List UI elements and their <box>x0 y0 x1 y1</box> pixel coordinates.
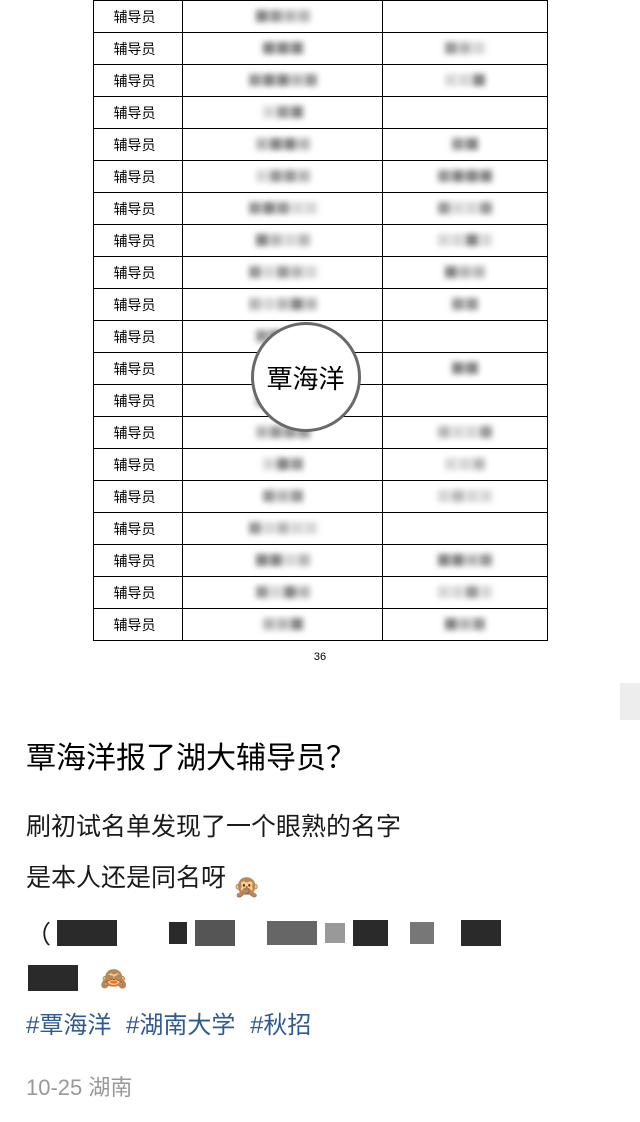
table-row: 辅导员 <box>93 609 547 641</box>
roster-table-container: 辅导员辅导员辅导员辅导员辅导员辅导员辅导员辅导员辅导员辅导员辅导员辅导员辅导员辅… <box>93 0 548 663</box>
name-cell <box>183 577 383 609</box>
table-row: 辅导员 <box>93 289 547 321</box>
extra-cell <box>382 513 547 545</box>
table-row: 辅导员 <box>93 1 547 33</box>
role-cell: 辅导员 <box>93 161 183 193</box>
page-number: 36 <box>93 651 548 663</box>
post-meta: 10-25 湖南 <box>0 1040 640 1122</box>
extra-cell <box>382 545 547 577</box>
extra-cell <box>382 225 547 257</box>
post-body-line1: 刷初试名单发现了一个眼熟的名字 <box>26 805 614 850</box>
name-cell <box>183 545 383 577</box>
roster-table: 辅导员辅导员辅导员辅导员辅导员辅导员辅导员辅导员辅导员辅导员辅导员辅导员辅导员辅… <box>93 0 548 641</box>
role-cell: 辅导员 <box>93 1 183 33</box>
extra-cell <box>382 449 547 481</box>
extra-cell <box>382 1 547 33</box>
name-cell <box>183 481 383 513</box>
table-row: 辅导员 <box>93 545 547 577</box>
post-location: 湖南 <box>88 1075 132 1100</box>
censored-text-line2: 🙈 <box>26 965 614 991</box>
table-row: 辅导员 <box>93 257 547 289</box>
name-cell <box>183 193 383 225</box>
scream-emoji: 🙊 <box>233 867 257 891</box>
extra-cell <box>382 481 547 513</box>
name-cell <box>183 161 383 193</box>
post-content: 辅导员辅导员辅导员辅导员辅导员辅导员辅导员辅导员辅导员辅导员辅导员辅导员辅导员辅… <box>0 0 640 1122</box>
name-cell <box>183 257 383 289</box>
extra-cell <box>382 65 547 97</box>
role-cell: 辅导员 <box>93 481 183 513</box>
table-row: 辅导员 <box>93 33 547 65</box>
role-cell: 辅导员 <box>93 193 183 225</box>
extra-cell <box>382 193 547 225</box>
name-cell <box>183 609 383 641</box>
role-cell: 辅导员 <box>93 609 183 641</box>
role-cell: 辅导员 <box>93 129 183 161</box>
extra-cell <box>382 257 547 289</box>
hashtag-qiuzhao[interactable]: #秋招 <box>250 1012 311 1039</box>
role-cell: 辅导员 <box>93 289 183 321</box>
hashtag-row: #覃海洋 #湖南大学 #秋招 <box>26 1005 614 1040</box>
post-text-area: 覃海洋报了湖大辅导员？ 刷初试名单发现了一个眼熟的名字 是本人还是同名呀 🙊 （… <box>0 683 640 1040</box>
post-body-line2: 是本人还是同名呀 🙊 <box>26 856 614 901</box>
table-row: 辅导员 <box>93 129 547 161</box>
hashtag-hunandaxue[interactable]: #湖南大学 <box>126 1012 235 1039</box>
table-row: 辅导员 <box>93 513 547 545</box>
name-highlight-circle: 覃海洋 <box>251 322 361 432</box>
extra-cell <box>382 97 547 129</box>
name-cell <box>183 225 383 257</box>
name-cell <box>183 65 383 97</box>
name-cell <box>183 1 383 33</box>
hashtag-qinhaiyang[interactable]: #覃海洋 <box>26 1012 111 1039</box>
role-cell: 辅导员 <box>93 417 183 449</box>
role-cell: 辅导员 <box>93 513 183 545</box>
table-row: 辅导员 <box>93 161 547 193</box>
role-cell: 辅导员 <box>93 321 183 353</box>
extra-cell <box>382 577 547 609</box>
role-cell: 辅导员 <box>93 385 183 417</box>
highlighted-name: 覃海洋 <box>266 359 344 396</box>
table-row: 辅导员 <box>93 193 547 225</box>
table-row: 辅导员 <box>93 225 547 257</box>
table-row: 辅导员 <box>93 65 547 97</box>
name-cell <box>183 97 383 129</box>
role-cell: 辅导员 <box>93 353 183 385</box>
role-cell: 辅导员 <box>93 449 183 481</box>
role-cell: 辅导员 <box>93 257 183 289</box>
name-cell <box>183 33 383 65</box>
extra-cell <box>382 417 547 449</box>
extra-cell <box>382 129 547 161</box>
post-date: 10-25 <box>26 1075 82 1100</box>
extra-cell <box>382 353 547 385</box>
extra-cell <box>382 289 547 321</box>
table-row: 辅导员 <box>93 481 547 513</box>
role-cell: 辅导员 <box>93 225 183 257</box>
extra-cell <box>382 33 547 65</box>
extra-cell <box>382 385 547 417</box>
role-cell: 辅导员 <box>93 65 183 97</box>
extra-cell <box>382 161 547 193</box>
name-cell <box>183 289 383 321</box>
table-row: 辅导员 <box>93 577 547 609</box>
role-cell: 辅导员 <box>93 577 183 609</box>
name-cell <box>183 513 383 545</box>
name-cell <box>183 449 383 481</box>
table-row: 辅导员 <box>93 449 547 481</box>
table-row: 辅导员 <box>93 97 547 129</box>
extra-cell <box>382 609 547 641</box>
post-image[interactable]: 辅导员辅导员辅导员辅导员辅导员辅导员辅导员辅导员辅导员辅导员辅导员辅导员辅导员辅… <box>0 0 640 683</box>
post-title: 覃海洋报了湖大辅导员？ <box>26 733 614 777</box>
role-cell: 辅导员 <box>93 97 183 129</box>
shy-emoji: 🙈 <box>100 966 124 990</box>
name-cell <box>183 129 383 161</box>
role-cell: 辅导员 <box>93 545 183 577</box>
censored-text-line1: （ <box>26 915 614 951</box>
role-cell: 辅导员 <box>93 33 183 65</box>
extra-cell <box>382 321 547 353</box>
